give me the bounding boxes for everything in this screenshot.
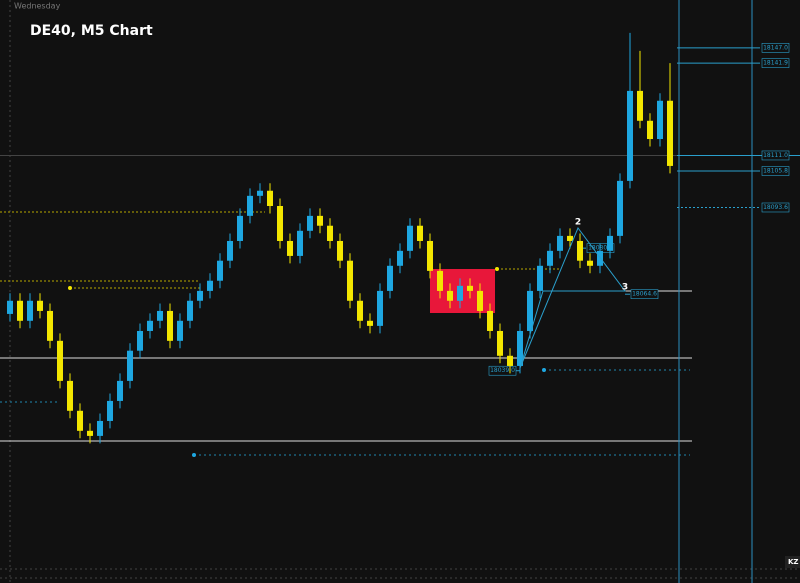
candle-body	[67, 380, 73, 411]
candle-body	[307, 215, 313, 231]
candle-body	[457, 285, 463, 301]
candle-body	[447, 290, 453, 301]
level-label: 18141.9	[763, 60, 788, 67]
level-label: 18080.0	[588, 245, 613, 252]
level-label: 18105.8	[763, 168, 788, 175]
candle-body	[147, 320, 153, 331]
candle-body	[127, 350, 133, 381]
candle-body	[117, 380, 123, 401]
candle-body	[487, 310, 493, 331]
dot	[68, 286, 72, 290]
candle-body	[297, 230, 303, 256]
candle-body	[367, 320, 373, 326]
level-label: 18147.0	[763, 44, 788, 51]
candle-body	[277, 205, 283, 241]
candle-body	[567, 235, 573, 241]
candle-body	[647, 120, 653, 140]
candle-body	[637, 90, 643, 121]
candle-body	[27, 300, 33, 321]
candle-body	[397, 250, 403, 266]
candle-body	[317, 215, 323, 226]
level-label: 18064.6	[632, 291, 657, 298]
dot	[542, 368, 546, 372]
level-box	[488, 365, 517, 376]
candle-body	[347, 260, 353, 301]
candle-body	[237, 215, 243, 241]
pattern-label: 3	[622, 283, 628, 293]
candle-body	[197, 290, 203, 301]
level-box	[761, 166, 790, 176]
candle-body	[287, 240, 293, 256]
candle-body	[327, 225, 333, 241]
candle-body	[107, 400, 113, 421]
candle-body	[517, 330, 523, 366]
level-box	[630, 289, 659, 299]
dot	[192, 453, 196, 457]
candle-body	[87, 430, 93, 436]
candle-body	[657, 100, 663, 140]
level-box	[761, 202, 790, 213]
pattern-label: 2	[575, 218, 581, 228]
candle-body	[257, 190, 263, 196]
candle-body	[377, 290, 383, 326]
candle-body	[617, 180, 623, 236]
candle-body	[337, 240, 343, 261]
candle-body	[407, 225, 413, 251]
candle-body	[357, 300, 363, 321]
candle-body	[217, 260, 223, 281]
candle-body	[507, 355, 513, 366]
candle-body	[577, 240, 583, 261]
candle-body	[137, 330, 143, 351]
level-label: 18093.6	[763, 204, 788, 211]
candle-body	[187, 300, 193, 321]
candle-body	[547, 250, 553, 266]
level-box	[761, 150, 790, 161]
candle-body	[57, 340, 63, 381]
level-label: 18111.0	[763, 152, 788, 159]
candle-body	[587, 260, 593, 266]
candle-body	[37, 300, 43, 311]
candle-body	[7, 300, 13, 314]
candle-body	[427, 240, 433, 271]
candle-body	[167, 310, 173, 341]
candle-body	[97, 420, 103, 436]
candle-body	[497, 330, 503, 356]
candle-body	[627, 90, 633, 181]
candle-body	[477, 290, 483, 311]
candle-body	[557, 235, 563, 251]
candle-body	[607, 235, 613, 251]
candle-body	[227, 240, 233, 261]
level-box	[761, 58, 790, 68]
candle-body	[77, 410, 83, 431]
candle-body	[17, 300, 23, 321]
candle-body	[527, 290, 533, 331]
candle-body	[667, 100, 673, 166]
candle-body	[467, 285, 473, 291]
candle-body	[207, 280, 213, 291]
candle-body	[437, 270, 443, 291]
corner-box	[785, 556, 800, 568]
candle-body	[247, 195, 253, 216]
candle-body	[387, 265, 393, 291]
level-box	[761, 43, 790, 53]
candle-body	[537, 265, 543, 291]
corner-label: KZ	[788, 558, 799, 566]
candle-body	[157, 310, 163, 321]
candle-body	[47, 310, 53, 341]
chart-title: DE40, M5 Chart	[30, 23, 153, 39]
dot	[495, 267, 499, 271]
candle-body	[177, 320, 183, 341]
candle-body	[267, 190, 273, 206]
candle-body	[417, 225, 423, 241]
level-label: 18039.0	[490, 367, 515, 374]
pattern-line	[519, 226, 626, 369]
day-label: Wednesday	[14, 2, 61, 11]
